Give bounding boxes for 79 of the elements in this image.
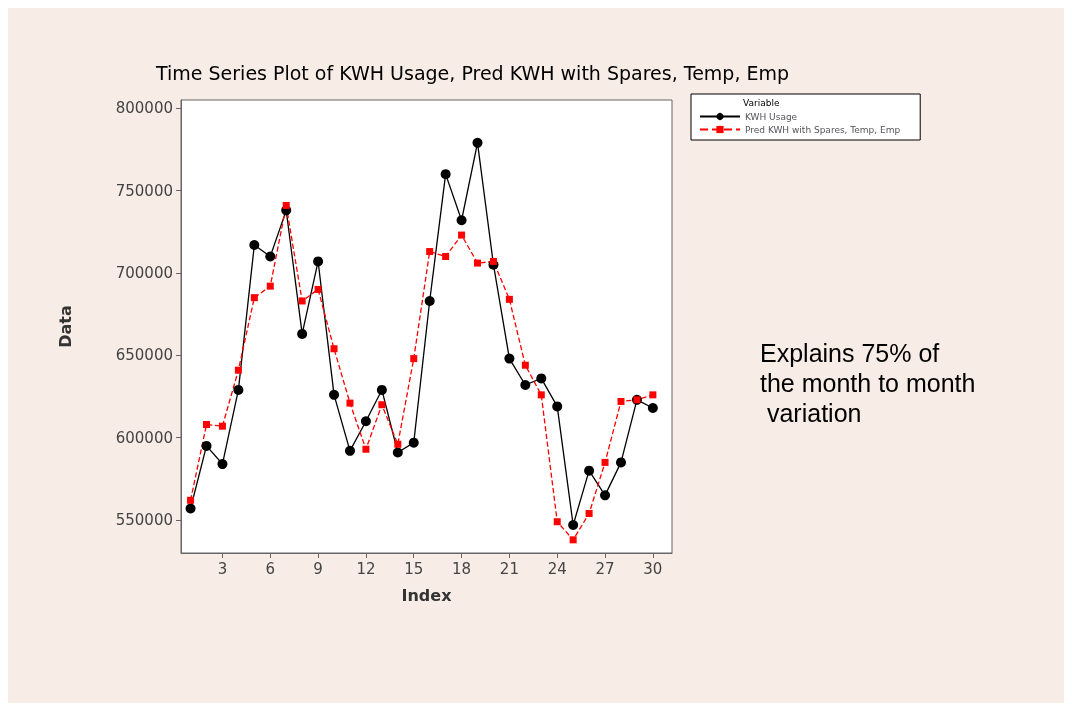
x-tick-label: 18 — [452, 559, 472, 578]
point — [378, 401, 386, 409]
x-tick-label: 9 — [313, 559, 323, 578]
point — [314, 285, 322, 293]
point — [474, 259, 482, 267]
point — [297, 328, 308, 339]
point — [553, 518, 561, 526]
text: Explains 75% of the month to month variation — [760, 339, 976, 427]
legend-title: Variable — [743, 97, 780, 108]
y-axis-title: Data — [55, 305, 75, 348]
x-tick-label: 6 — [265, 559, 276, 578]
legend-label: Pred KWH with Spares, Temp, Emp — [745, 124, 901, 135]
y-tick-label: 800000 — [115, 99, 173, 118]
point — [537, 391, 545, 399]
point — [649, 391, 657, 399]
point — [505, 295, 513, 303]
point — [617, 397, 625, 405]
point — [616, 457, 626, 468]
point — [394, 440, 402, 448]
point — [504, 353, 515, 364]
x-tick-label: 12 — [356, 559, 376, 578]
x-tick-label: 15 — [404, 559, 424, 578]
point — [234, 366, 242, 374]
x-tick-label: 24 — [547, 559, 567, 578]
point — [392, 447, 403, 458]
point — [601, 458, 609, 466]
point — [185, 503, 196, 514]
point — [330, 345, 338, 353]
point — [569, 536, 577, 544]
point — [376, 384, 387, 395]
point — [282, 201, 290, 209]
point — [536, 373, 547, 384]
point — [360, 416, 371, 427]
point — [265, 251, 276, 262]
point — [408, 437, 419, 448]
point — [442, 252, 450, 260]
point — [456, 215, 467, 226]
point — [266, 282, 274, 290]
y-tick-label: 700000 — [115, 263, 173, 282]
legend-label: KWH Usage — [745, 111, 798, 122]
point — [410, 355, 418, 363]
point — [568, 520, 579, 530]
x-tick-label: 3 — [217, 559, 228, 578]
x-tick-label: 21 — [499, 559, 519, 578]
point — [489, 257, 497, 265]
point — [440, 169, 451, 180]
point — [472, 137, 483, 148]
point — [520, 379, 531, 390]
point — [458, 231, 466, 239]
y-tick-label: 600000 — [115, 428, 173, 447]
point — [362, 445, 370, 453]
point — [298, 297, 306, 305]
x-axis-title: Index — [401, 585, 453, 605]
point — [233, 384, 244, 395]
chart-title: Time Series Plot of KWH Usage, Pred KWH with Spares, Temp, Emp — [155, 61, 790, 84]
point — [600, 490, 611, 501]
point — [426, 248, 434, 256]
point — [584, 465, 595, 476]
x-tick-label: 30 — [643, 559, 663, 578]
x-tick-label: 27 — [595, 559, 615, 578]
point — [424, 295, 435, 306]
point — [250, 294, 258, 302]
y-tick-label: 750000 — [115, 181, 173, 200]
point — [217, 459, 228, 470]
point — [647, 403, 658, 414]
point — [521, 361, 529, 369]
point — [313, 256, 324, 267]
point — [346, 399, 354, 407]
y-tick-label: 650000 — [115, 346, 173, 365]
point — [344, 445, 355, 456]
point — [203, 421, 211, 429]
point — [218, 422, 226, 430]
point — [249, 239, 260, 250]
point — [187, 496, 195, 504]
point — [201, 440, 212, 451]
point — [552, 401, 563, 412]
point — [329, 389, 340, 400]
point — [585, 509, 593, 517]
y-tick-label: 550000 — [115, 511, 173, 530]
